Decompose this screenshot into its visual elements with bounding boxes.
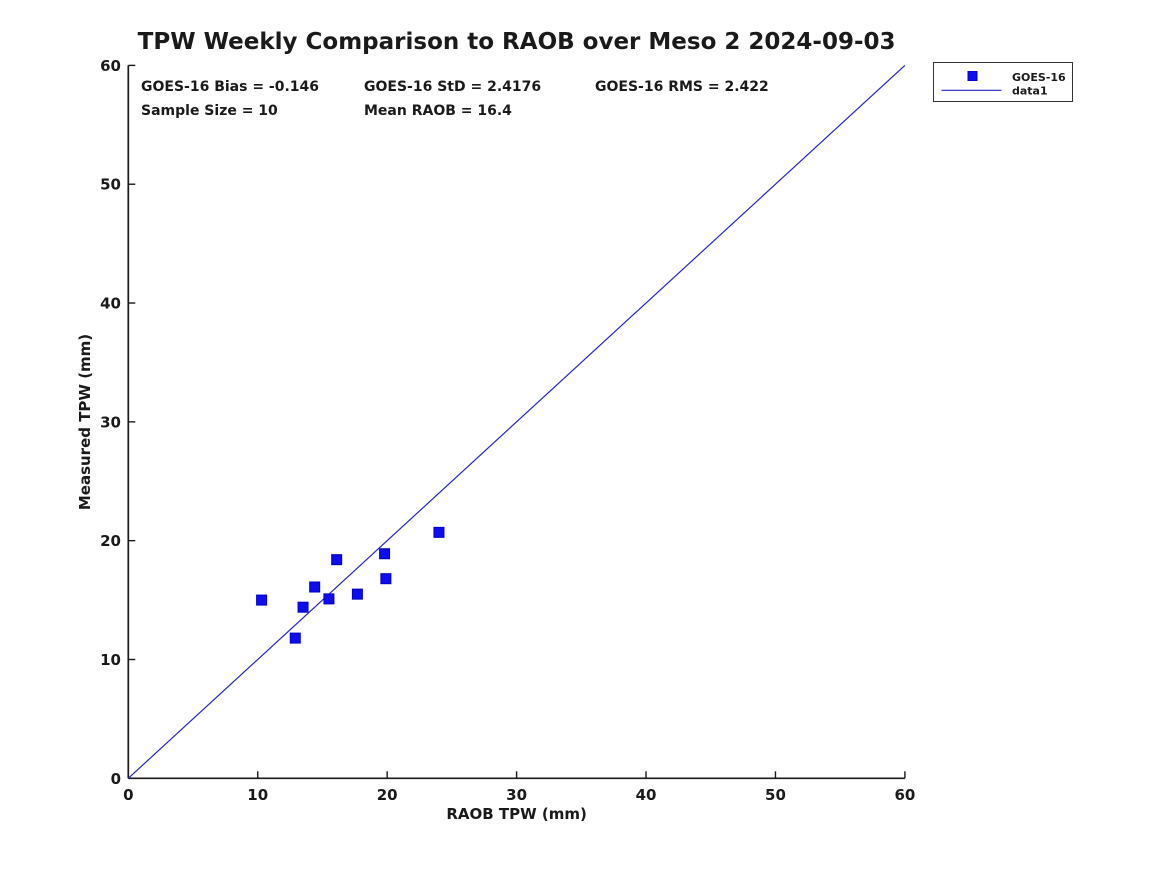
scatter-point <box>351 588 363 600</box>
scatter-point <box>289 632 301 644</box>
x-axis-label: RAOB TPW (mm) <box>446 805 587 823</box>
y-tick-label: 40 <box>100 295 121 313</box>
x-tick-label: 10 <box>247 786 268 804</box>
scatter-point <box>331 554 343 566</box>
scatter-point <box>323 593 335 605</box>
y-tick-label: 30 <box>100 413 121 431</box>
stat-mean-raob: Mean RAOB = 16.4 <box>364 103 512 119</box>
plot-layer: 0 10 20 30 40 50 60 0 10 20 30 40 50 60 <box>100 57 915 804</box>
y-tick-label: 10 <box>100 651 121 669</box>
stat-sample-size: Sample Size = 10 <box>141 103 278 119</box>
y-tick-label: 0 <box>111 770 121 788</box>
legend-square-marker-icon <box>967 71 978 81</box>
x-tick-label: 50 <box>765 786 786 804</box>
scatter-point <box>297 601 309 613</box>
scatter-point <box>256 594 268 606</box>
legend-box <box>933 62 1073 102</box>
scatter-point <box>433 526 445 538</box>
x-tick-label: 30 <box>506 786 527 804</box>
x-tick-label: 0 <box>123 786 133 804</box>
legend: GOES-16 data1 <box>933 62 1073 102</box>
y-tick-label: 50 <box>100 176 121 194</box>
legend-label-data1: data1 <box>1012 85 1048 98</box>
legend-label-goes16: GOES-16 <box>1012 71 1066 84</box>
x-tick-label: 20 <box>377 786 398 804</box>
y-axis-label: Measured TPW (mm) <box>76 334 94 510</box>
x-tick-label: 60 <box>894 786 915 804</box>
scatter-point <box>379 548 391 560</box>
identity-line-data1 <box>127 64 906 779</box>
scatter-point <box>380 573 392 585</box>
scatter-point <box>309 581 321 593</box>
x-tick-label: 40 <box>636 786 657 804</box>
y-tick-label: 60 <box>100 57 121 75</box>
chart-title: TPW Weekly Comparison to RAOB over Meso … <box>138 29 896 55</box>
stat-rms: GOES-16 RMS = 2.422 <box>595 79 769 95</box>
stat-std: GOES-16 StD = 2.4176 <box>364 79 541 95</box>
y-tick-label: 20 <box>100 532 121 550</box>
stat-bias: GOES-16 Bias = -0.146 <box>141 79 319 95</box>
